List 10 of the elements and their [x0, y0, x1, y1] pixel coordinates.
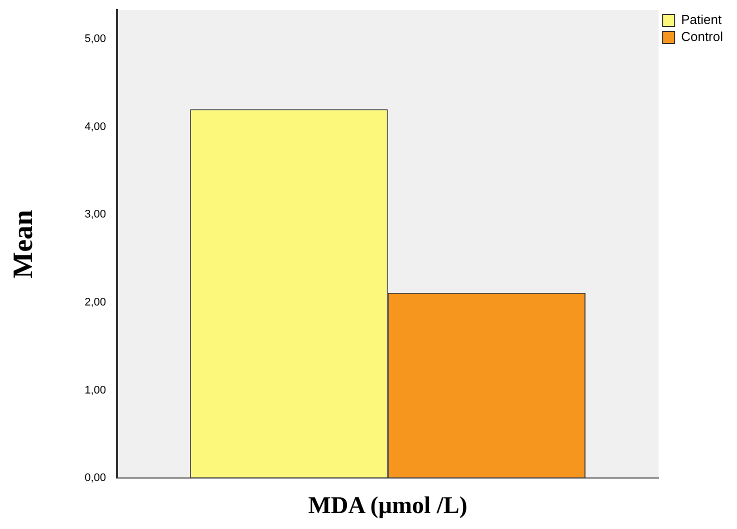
legend-label: Patient: [681, 12, 722, 28]
legend-label: Control: [681, 29, 724, 44]
y-tick-label: 4,00: [84, 120, 106, 133]
y-tick-label: 0,00: [84, 472, 106, 484]
x-axis-title: MDA (µmol /L): [308, 492, 468, 519]
y-tick-label: 3,00: [84, 208, 106, 221]
y-tick-label: 1,00: [84, 384, 106, 396]
y-tick-label: 2,00: [84, 296, 106, 309]
y-axis-title: Mean: [8, 209, 40, 278]
y-tick-label: 5,00: [84, 33, 106, 46]
